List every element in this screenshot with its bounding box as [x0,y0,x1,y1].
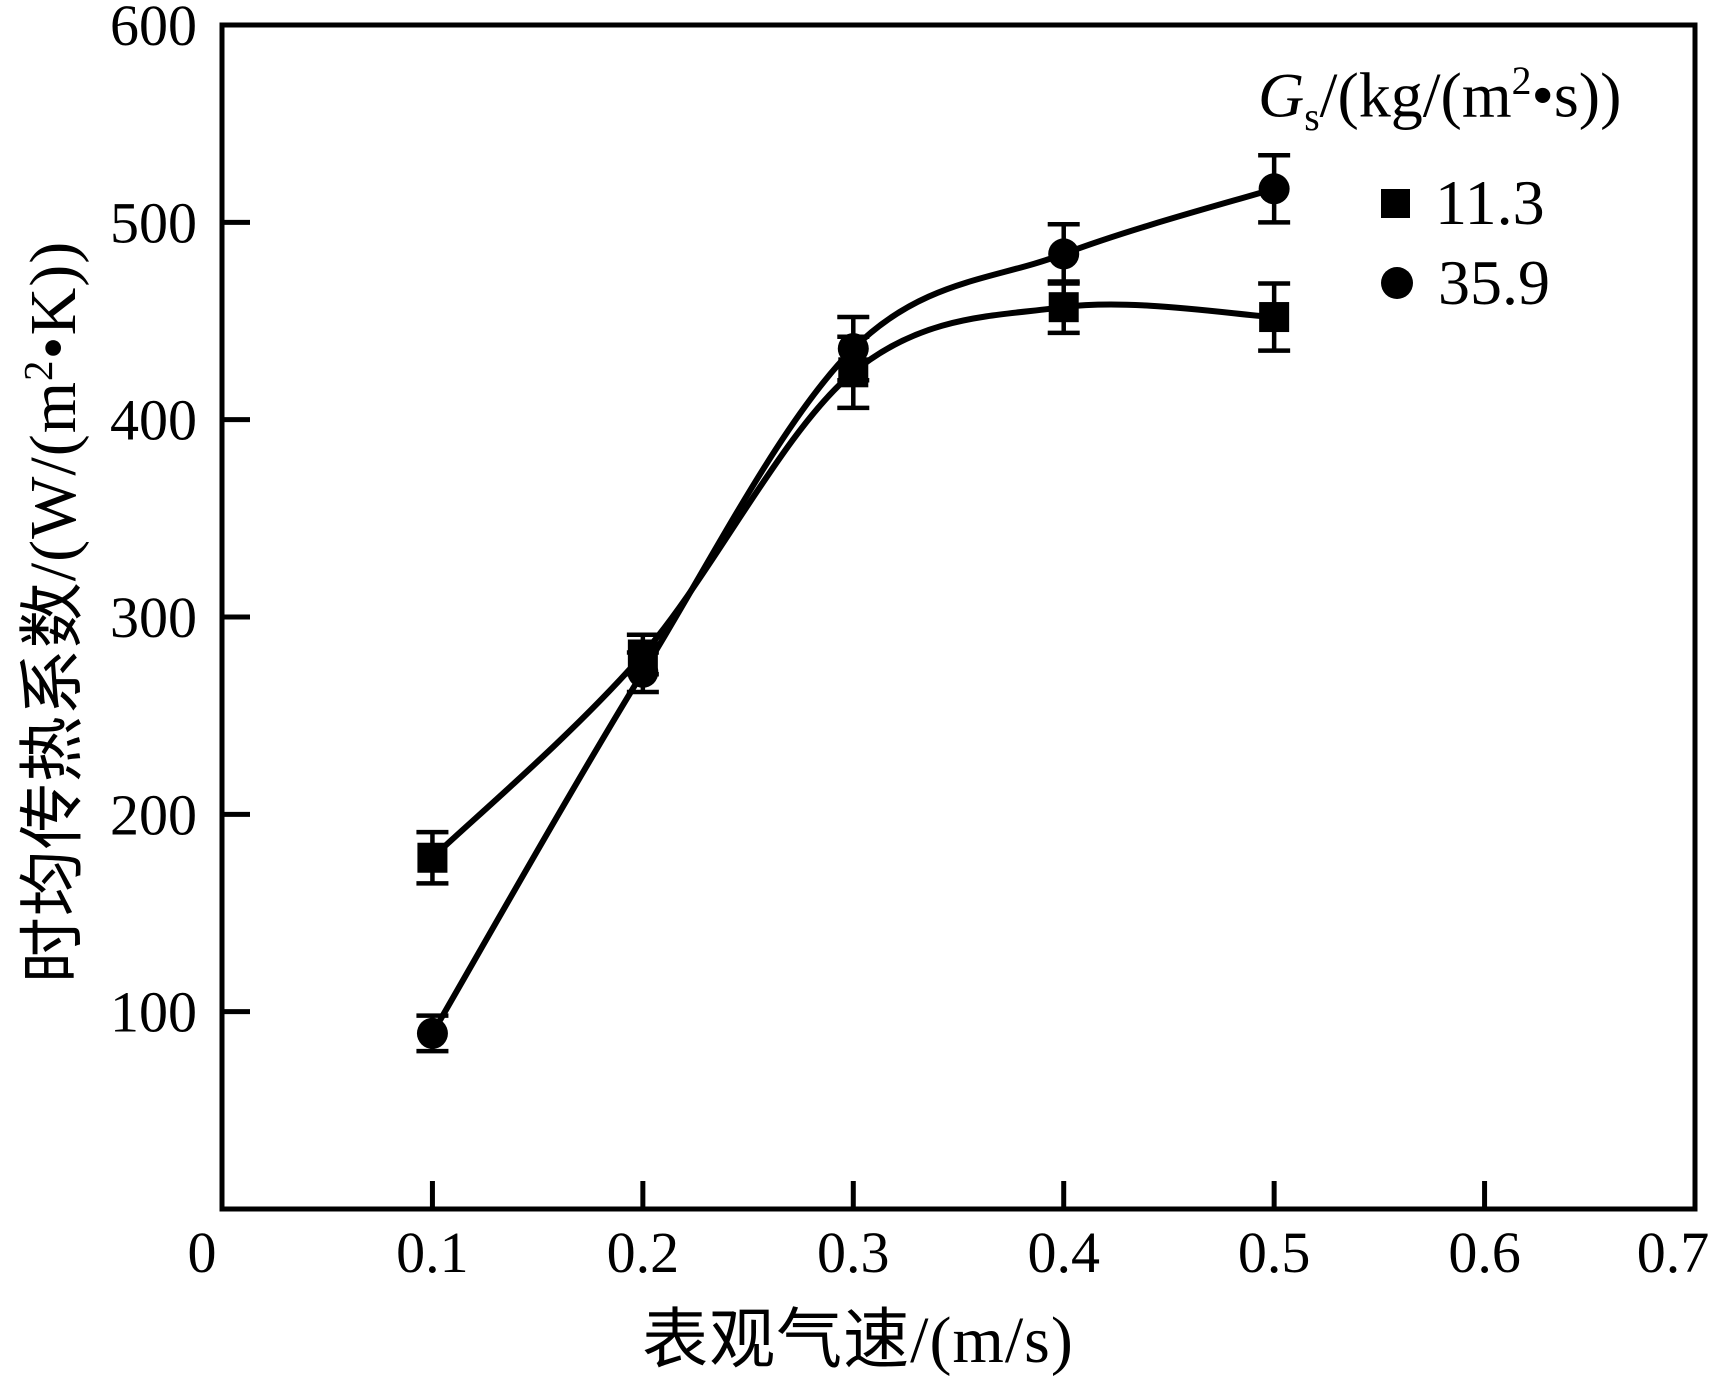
x-tick-label: 0 [188,1220,217,1285]
data-point-square [417,842,448,873]
x-tick-label: 0.2 [607,1220,680,1285]
series-line-11.3 [430,301,1275,860]
y-axis-title-main: 时均传热系数/(W/(m [17,380,90,984]
legend: 11.3 35.9 [1381,163,1550,323]
legend-title-subscript: s [1304,95,1320,140]
x-tick-label: 0.6 [1448,1220,1521,1285]
data-point-square [1048,292,1079,323]
y-tick-label: 600 [110,0,197,58]
plot-frame [219,22,1698,1212]
x-tick-label: 0.1 [396,1220,469,1285]
legend-title-mid: /(kg/(m [1319,59,1512,131]
data-point-circle [837,333,869,365]
legend-title-tail: •s)) [1531,59,1622,131]
legend-title-symbol: G [1258,59,1305,131]
x-tick-label: 0.4 [1027,1220,1100,1285]
x-tick-label: 0.3 [817,1220,890,1285]
data-point-square [1259,302,1290,333]
x-axis-title: 表观气速/(m/s) [642,1304,1074,1377]
legend-label-series-2: 35.9 [1438,247,1550,318]
data-point-circle [416,1017,448,1049]
legend-label-series-1: 11.3 [1435,167,1545,238]
x-tick-label: 0.7 [1637,1220,1710,1285]
y-tick-label: 500 [110,190,197,255]
legend-marker-square-icon [1381,188,1410,218]
y-tick-label: 300 [110,585,197,650]
legend-item-series-2: 35.9 [1381,243,1550,323]
x-tick-label: 0.5 [1238,1220,1311,1285]
data-point-circle [1048,238,1080,270]
y-axis-title-tail: •K)) [17,240,90,360]
y-axis-title: 时均传热系数/(W/(m2•K)) [0,241,95,983]
legend-title-superscript: 2 [1511,59,1532,103]
y-tick-label: 200 [110,782,197,847]
data-point-circle [627,656,659,688]
legend-title: Gs/(kg/(m2•s)) [1258,58,1621,140]
y-tick-label: 400 [110,388,197,453]
series-line-35.9 [429,185,1276,1035]
y-axis-title-superscript: 2 [16,359,61,381]
legend-item-series-1: 11.3 [1381,163,1550,243]
legend-marker-circle-icon [1381,267,1413,299]
y-tick-label: 100 [110,980,197,1045]
data-point-circle [1258,173,1290,205]
